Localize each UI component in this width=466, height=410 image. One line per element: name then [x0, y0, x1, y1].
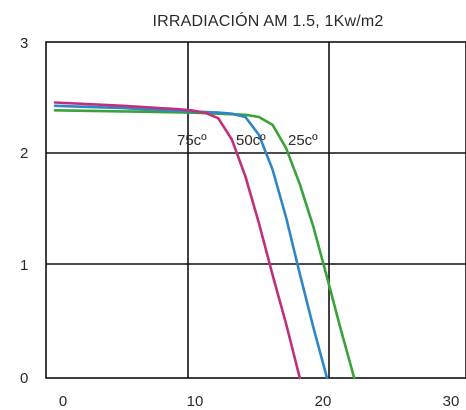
x-tick-label-0: 0: [59, 393, 67, 410]
x-tick-label-30: 30: [443, 393, 460, 410]
y-tick-label-0: 0: [20, 370, 28, 387]
series-line-50cc: [53, 104, 329, 380]
series-line-25cc: [53, 109, 356, 380]
chart-title: IRRADIACIÓN AM 1.5, 1Kw/m2: [152, 11, 383, 30]
curve-label-25c: 25cº: [288, 132, 318, 149]
x-axis-ticks: 0 10 20 30: [59, 393, 460, 410]
x-tick-label-10: 10: [187, 393, 204, 410]
grid: [45, 41, 466, 379]
y-tick-label-2: 2: [20, 145, 28, 162]
curve-label-75c: 75cº: [177, 132, 207, 149]
curve-labels: 75cº 50cº 25cº: [177, 132, 318, 149]
series-line-75cc: [53, 101, 302, 380]
series-layer: [53, 101, 356, 380]
y-tick-label-1: 1: [20, 257, 28, 274]
curve-label-50c: 50cº: [236, 132, 266, 149]
plot-frame: [45, 41, 466, 379]
x-tick-label-20: 20: [315, 393, 332, 410]
y-axis-ticks: 0 1 2 3: [20, 35, 28, 387]
y-tick-label-3: 3: [20, 35, 28, 52]
